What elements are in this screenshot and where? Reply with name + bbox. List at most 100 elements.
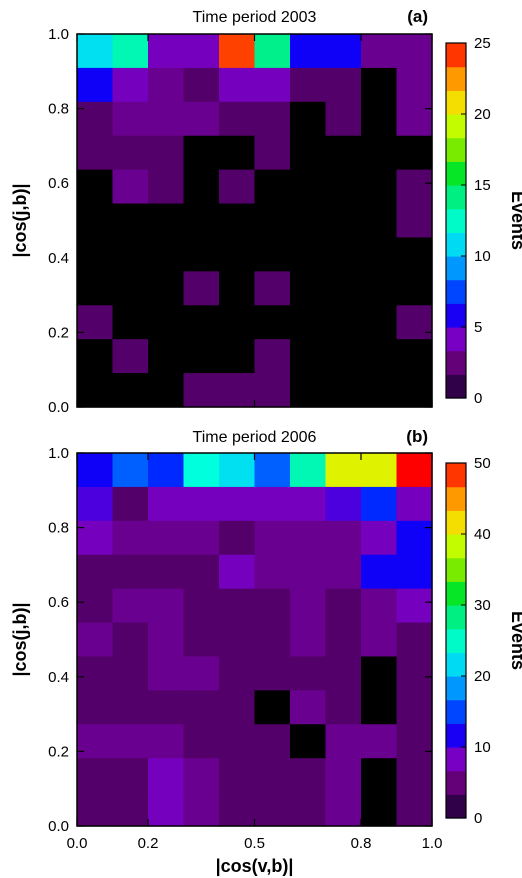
heatmap-cell xyxy=(148,554,185,590)
heatmap-cell xyxy=(361,486,398,522)
heatmap-cell xyxy=(183,67,220,103)
heatmap-cell xyxy=(361,554,398,590)
heatmap-cell xyxy=(77,237,114,272)
heatmap-cell xyxy=(254,588,291,624)
heatmap-cell xyxy=(290,373,327,408)
heatmap-cell xyxy=(112,792,149,827)
heatmap-cell xyxy=(325,101,362,137)
heatmap-cell xyxy=(254,203,291,239)
heatmap-cell xyxy=(112,339,149,374)
colorbar-label: Events xyxy=(508,191,522,250)
heatmap-cell xyxy=(361,169,398,205)
heatmap-cell xyxy=(148,758,185,793)
heatmap-cell xyxy=(361,758,398,793)
heatmap-cell xyxy=(77,758,114,793)
heatmap-cell xyxy=(183,554,220,590)
colorbar-tick-label: 10 xyxy=(474,248,491,265)
heatmap-cell xyxy=(325,656,362,691)
heatmap-cell xyxy=(254,339,291,374)
heatmap-cell xyxy=(112,67,149,103)
heatmap-cell xyxy=(112,135,149,171)
heatmap-cell xyxy=(112,690,149,725)
heatmap-cell xyxy=(361,203,398,239)
colorbar-segment xyxy=(446,628,466,653)
heatmap-cell xyxy=(254,486,291,522)
heatmap-cell xyxy=(290,67,327,103)
colorbar-segment xyxy=(446,557,466,582)
colorbar-tick-label: 10 xyxy=(474,739,491,756)
panel-label: (a) xyxy=(407,7,428,26)
heatmap-cell xyxy=(396,453,433,488)
heatmap-cell xyxy=(219,203,256,239)
heatmap-cell xyxy=(254,554,291,590)
heatmap-cell xyxy=(219,690,256,725)
colorbar-segment xyxy=(446,652,466,677)
heatmap-cell xyxy=(325,34,362,69)
heatmap-cell xyxy=(112,237,149,272)
heatmap-cell xyxy=(325,271,362,306)
colorbar-tick-label: 50 xyxy=(474,455,491,472)
heatmap-cell xyxy=(325,237,362,272)
heatmap-cell xyxy=(77,34,114,69)
colorbar-segment xyxy=(446,279,466,304)
heatmap-cell xyxy=(325,339,362,374)
colorbar-segment xyxy=(446,723,466,748)
heatmap-cell xyxy=(77,622,114,658)
heatmap-cell xyxy=(396,135,433,171)
heatmap-cell xyxy=(325,453,362,488)
colorbar-tick-label: 0 xyxy=(474,390,482,407)
heatmap-cell xyxy=(254,690,291,725)
heatmap-cell xyxy=(290,792,327,827)
colorbar-tick-label: 25 xyxy=(474,35,491,52)
heatmap-cell xyxy=(183,169,220,205)
heatmap-cell xyxy=(361,724,398,759)
heatmap-cell xyxy=(219,373,256,408)
heatmap-cell xyxy=(219,271,256,306)
heatmap-cell xyxy=(112,271,149,306)
heatmap-cell xyxy=(219,237,256,272)
heatmap-cell xyxy=(219,554,256,590)
x-tick-label: 0.2 xyxy=(138,835,159,852)
colorbar-segment xyxy=(446,161,466,186)
colorbar-segment xyxy=(446,676,466,701)
heatmap-cell xyxy=(77,271,114,306)
heatmap-cell xyxy=(183,520,220,556)
heatmap-cell xyxy=(325,792,362,827)
heatmap-cell xyxy=(361,520,398,556)
heatmap-cell xyxy=(219,724,256,759)
heatmap-cell xyxy=(112,520,149,556)
heatmap-cell xyxy=(361,101,398,137)
x-tick-label: 0.0 xyxy=(67,835,88,852)
heatmap-cell xyxy=(396,520,433,556)
heatmap-cell xyxy=(77,588,114,624)
colorbar-segment xyxy=(446,350,466,375)
heatmap-cell xyxy=(325,169,362,205)
heatmap-cell xyxy=(77,203,114,239)
heatmap-cell xyxy=(396,792,433,827)
heatmap-cell xyxy=(148,237,185,272)
heatmap-cell xyxy=(361,135,398,171)
heatmap-cell xyxy=(148,203,185,239)
heatmap-cell xyxy=(219,520,256,556)
heatmap-cell xyxy=(148,373,185,408)
heatmap-cell xyxy=(290,34,327,69)
colorbar-segment xyxy=(446,699,466,724)
heatmap-cell xyxy=(325,67,362,103)
heatmap-cell xyxy=(148,271,185,306)
x-tick-label: 0.8 xyxy=(351,835,372,852)
colorbar-segment xyxy=(446,463,466,488)
heatmap-cell xyxy=(148,622,185,658)
heatmap-cell xyxy=(396,67,433,103)
panel-label: (b) xyxy=(406,427,428,446)
heatmap-cell xyxy=(183,34,220,69)
heatmap-cell xyxy=(396,169,433,205)
heatmap-cell xyxy=(219,486,256,522)
heatmap-cell xyxy=(219,169,256,205)
heatmap-cell xyxy=(254,169,291,205)
heatmap-cell xyxy=(148,34,185,69)
heatmap-cell xyxy=(361,656,398,691)
heatmap-cell xyxy=(325,690,362,725)
heatmap-cell xyxy=(219,67,256,103)
colorbar-segment xyxy=(446,581,466,606)
heatmap-cell xyxy=(219,305,256,340)
